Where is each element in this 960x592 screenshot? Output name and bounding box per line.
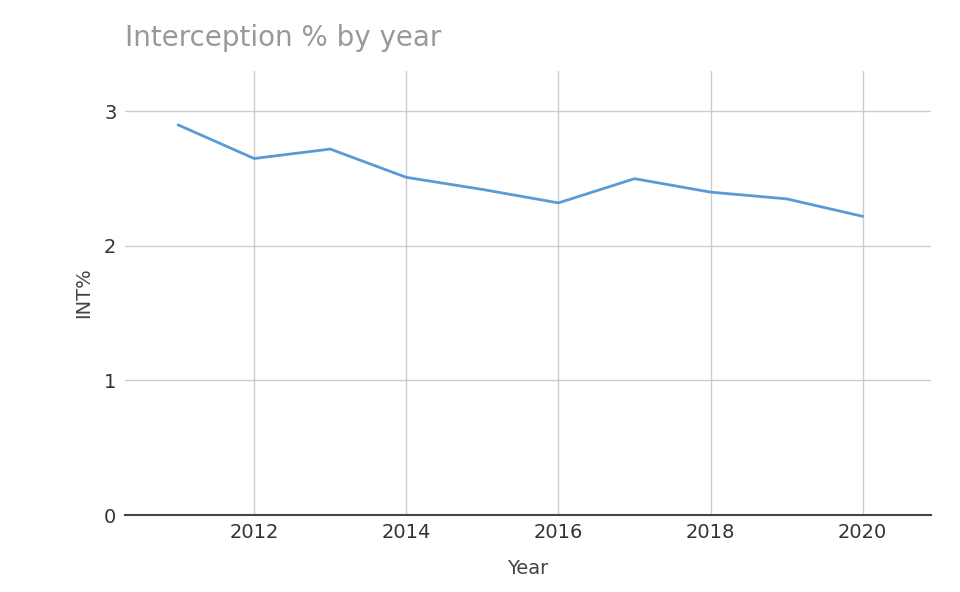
Y-axis label: INT%: INT% <box>74 268 93 318</box>
X-axis label: Year: Year <box>508 559 548 578</box>
Text: Interception % by year: Interception % by year <box>125 24 442 52</box>
